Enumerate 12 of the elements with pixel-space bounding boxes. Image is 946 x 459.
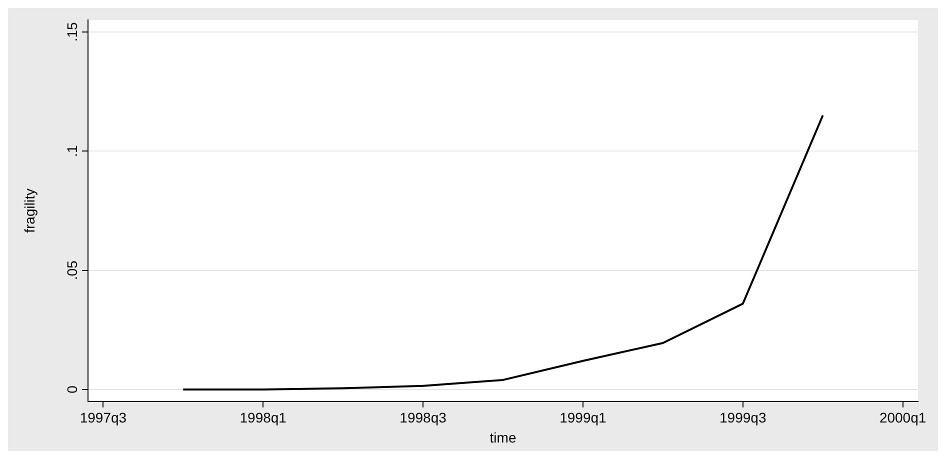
x-tick-label: 1997q3 bbox=[80, 410, 127, 426]
x-axis-title: time bbox=[490, 429, 516, 446]
y-tick-label: .1 bbox=[64, 145, 80, 157]
x-tick-label: 1998q1 bbox=[240, 410, 287, 426]
x-tick-label: 2000q1 bbox=[879, 410, 926, 426]
x-tick-label: 1999q1 bbox=[560, 410, 607, 426]
y-axis-title: fragility bbox=[21, 188, 38, 233]
y-tick-label: 0 bbox=[64, 385, 80, 394]
y-tick-label: .05 bbox=[64, 260, 80, 280]
x-tick-label: 1999q3 bbox=[720, 410, 766, 426]
y-tick-label: .15 bbox=[64, 22, 80, 42]
x-tick-label: 1998q3 bbox=[400, 410, 447, 426]
